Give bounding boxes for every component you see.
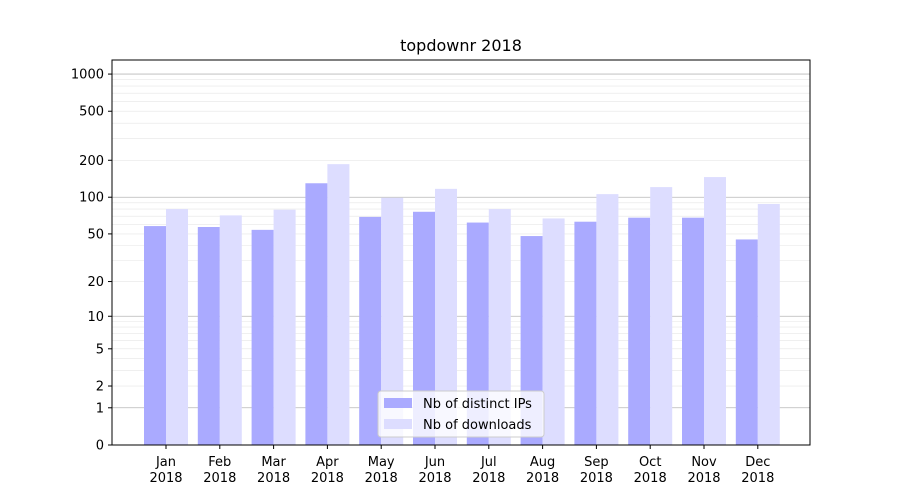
x-tick-label: Sep 2018 bbox=[580, 455, 613, 486]
chart-title: topdownr 2018 bbox=[400, 36, 522, 55]
y-tick-label: 500 bbox=[79, 105, 104, 120]
x-axis: Jan 2018 Feb 2018 Mar 2018 Apr 2018 May 2018 Jun 20… bbox=[149, 445, 774, 486]
bar-downloads-jan bbox=[166, 209, 188, 445]
x-tick-label: May 2018 bbox=[365, 455, 398, 486]
bar-downloads-may bbox=[381, 197, 404, 445]
legend: Nb of distinct IPs Nb of downloads bbox=[377, 390, 545, 438]
y-tick-label: 200 bbox=[79, 154, 104, 169]
legend-label: Nb of downloads bbox=[423, 418, 532, 433]
bar-distinct-ips-feb bbox=[197, 226, 220, 445]
bar-downloads-dec bbox=[757, 204, 780, 445]
bar-distinct-ips-jun bbox=[413, 211, 435, 445]
bar-distinct-ips-nov bbox=[682, 217, 704, 445]
legend-label: Nb of distinct IPs bbox=[423, 397, 532, 412]
x-tick-label: Mar 2018 bbox=[257, 455, 290, 486]
y-tick-label: 20 bbox=[87, 275, 104, 290]
bar-downloads-mar bbox=[273, 209, 296, 445]
legend-swatch bbox=[384, 419, 412, 429]
bar-distinct-ips-jan bbox=[144, 226, 166, 445]
bar-downloads-jul bbox=[488, 209, 511, 445]
y-tick-label: 1 bbox=[96, 401, 104, 416]
x-tick-label: Jul 2018 bbox=[472, 455, 505, 486]
x-tick-label: Apr 2018 bbox=[311, 455, 344, 486]
y-tick-label: 1000 bbox=[71, 68, 104, 83]
bar-distinct-ips-jul bbox=[466, 222, 489, 445]
y-tick-label: 5 bbox=[96, 342, 104, 357]
bar-downloads-apr bbox=[327, 164, 350, 445]
y-tick-label: 100 bbox=[79, 191, 104, 206]
bar-downloads-feb bbox=[219, 215, 242, 445]
bar-distinct-ips-may bbox=[359, 216, 382, 445]
y-tick-label: 0 bbox=[96, 439, 104, 454]
x-tick-label: Aug 2018 bbox=[526, 455, 559, 486]
bar-downloads-jun bbox=[435, 188, 457, 445]
x-tick-label: Feb 2018 bbox=[203, 455, 236, 486]
bar-distinct-ips-mar bbox=[251, 229, 274, 445]
y-tick-label: 2 bbox=[96, 380, 104, 395]
plot-frame bbox=[111, 59, 811, 446]
x-tick-label: Jun 2018 bbox=[418, 455, 451, 486]
y-tick-label: 10 bbox=[87, 310, 104, 325]
bar-downloads-sep bbox=[596, 194, 619, 445]
bar-distinct-ips-apr bbox=[305, 183, 328, 445]
x-tick-label: Jan 2018 bbox=[149, 455, 182, 486]
bar-downloads-aug bbox=[542, 218, 565, 445]
bar-downloads-nov bbox=[704, 177, 726, 446]
x-tick-label: Dec 2018 bbox=[741, 455, 774, 486]
y-tick-label: 50 bbox=[87, 227, 104, 242]
bar-distinct-ips-sep bbox=[574, 221, 597, 445]
bar-distinct-ips-dec bbox=[735, 239, 758, 445]
bar-downloads-oct bbox=[650, 187, 673, 446]
legend-box bbox=[377, 390, 545, 438]
x-tick-label: Oct 2018 bbox=[634, 455, 667, 486]
legend-swatch bbox=[384, 398, 412, 408]
x-tick-label: Nov 2018 bbox=[687, 455, 720, 486]
bar-distinct-ips-oct bbox=[628, 217, 651, 445]
y-axis: 0 1 2 5 10 20 50 100 200 500 1000 bbox=[71, 68, 112, 454]
